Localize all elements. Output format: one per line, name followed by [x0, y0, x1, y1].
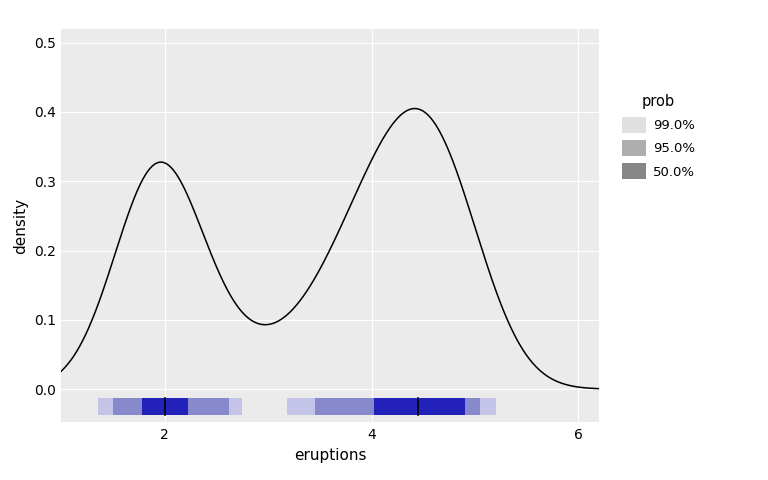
Legend: 99.0%, 95.0%, 50.0%: 99.0%, 95.0%, 50.0% [622, 95, 696, 180]
Bar [374, 398, 465, 416]
Bar [113, 398, 229, 416]
Bar [315, 398, 480, 416]
Bar [142, 398, 187, 416]
Bar [286, 398, 495, 416]
Bar [98, 398, 243, 416]
Y-axis label: density: density [13, 198, 28, 253]
X-axis label: eruptions: eruptions [294, 447, 366, 463]
